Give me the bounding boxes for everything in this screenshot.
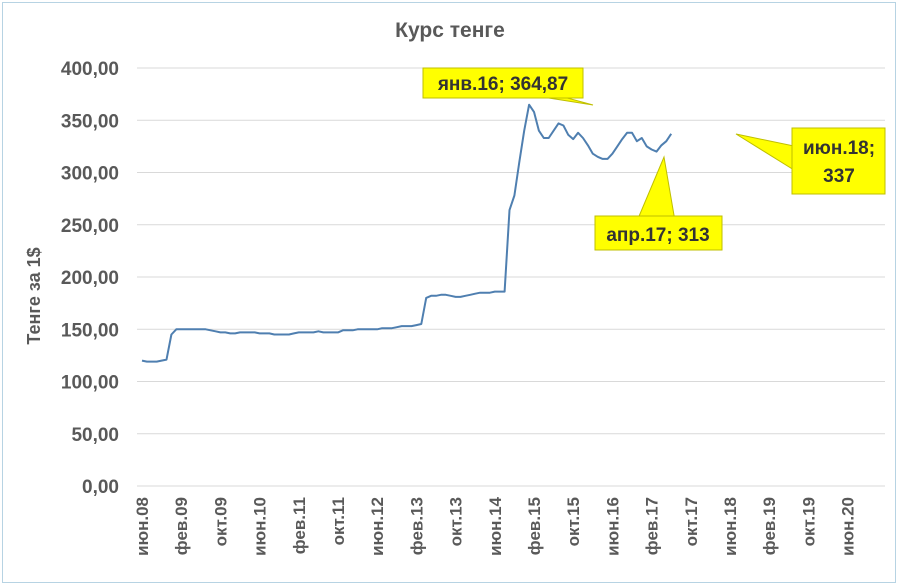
- y-tick-label: 0,00: [82, 477, 119, 498]
- callout-leader-jun18: [735, 133, 795, 171]
- x-tick-label: окт.13: [447, 497, 466, 546]
- x-tick-label: июн.14: [486, 496, 505, 555]
- x-tick-label: фев.13: [407, 497, 426, 555]
- x-tick-label: фев.15: [525, 497, 544, 555]
- x-tick-label: июн.20: [839, 497, 858, 556]
- callout-box-jan16: [422, 67, 584, 99]
- x-tick-label: июн.16: [603, 497, 622, 556]
- y-tick-label: 400,00: [61, 59, 119, 80]
- y-tick-label: 350,00: [61, 111, 119, 132]
- y-tick-label: 50,00: [71, 425, 119, 446]
- series-line: [141, 103, 673, 363]
- callouts: янв.16; 364,87 апр.17; 313 июн.18; 337: [422, 67, 886, 251]
- x-tick-label: фев.19: [760, 497, 779, 555]
- callout-text-apr17: апр.17; 313: [606, 225, 709, 246]
- x-tick-label: июн.18: [721, 497, 740, 556]
- callout-text-jun18-line2: 337: [823, 166, 855, 187]
- x-tick-label: окт.19: [799, 497, 818, 546]
- x-tick-label: июн.08: [133, 497, 152, 556]
- x-tick-label: фев.11: [290, 497, 309, 554]
- y-tick-label: 250,00: [61, 216, 119, 237]
- grid-lines: [137, 67, 885, 487]
- x-tick-label: окт.17: [682, 497, 701, 546]
- y-tick-label: 300,00: [61, 164, 119, 185]
- callout-leader-apr17: [636, 155, 676, 222]
- y-tick-label: 100,00: [61, 373, 119, 394]
- x-tick-labels: июн.08 фев.09 окт.09 июн.10 фев.11 окт.11 июн.…: [133, 496, 858, 555]
- x-tick-label: окт.15: [564, 497, 583, 546]
- x-tick-label: фев.17: [643, 497, 662, 555]
- x-tick-label: окт.09: [211, 497, 230, 546]
- y-tick-label: 200,00: [61, 268, 119, 289]
- x-tick-label: фев.09: [172, 497, 191, 555]
- x-tick-label: июн.12: [368, 497, 387, 556]
- callout-text-jan16: янв.16; 364,87: [437, 74, 568, 95]
- x-tick-label: окт.11: [329, 497, 348, 545]
- y-tick-labels: 0,00 50,00 100,00 150,00 200,00 250,00 300,00 3…: [61, 59, 119, 498]
- callout-box-apr17: [594, 215, 723, 251]
- callout-box-jun18: [791, 127, 886, 195]
- series-line-group: [141, 103, 673, 363]
- chart-title: Курс тенге: [395, 19, 505, 42]
- y-tick-label: 150,00: [61, 320, 119, 341]
- callout-text-jun18-line1: июн.18;: [803, 138, 875, 159]
- y-axis-label: Тенге за 1$: [24, 247, 44, 344]
- x-tick-label: июн.10: [251, 497, 270, 556]
